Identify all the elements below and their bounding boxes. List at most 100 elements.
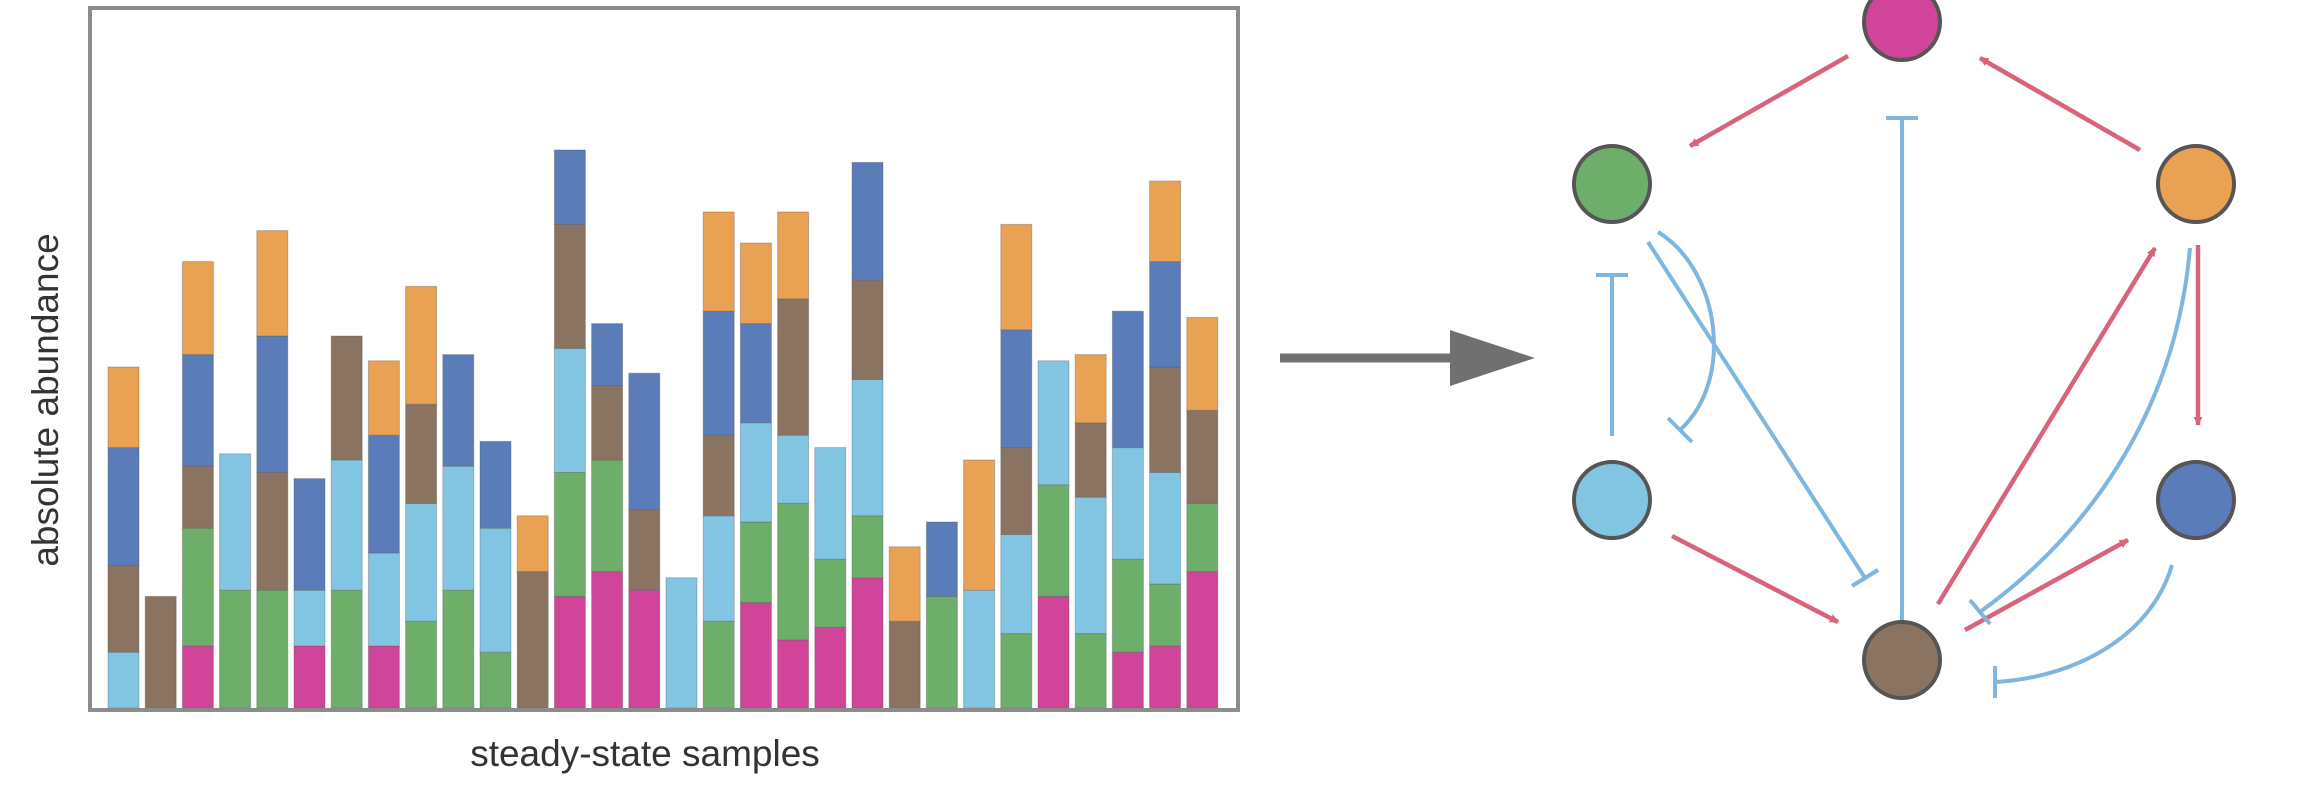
stacked-bar-16	[665, 577, 698, 709]
node-layer	[1572, 0, 2236, 700]
stacked-bar-21	[851, 161, 884, 709]
bar-10-segment-green	[442, 589, 475, 709]
bar-21-segment-blue	[851, 161, 884, 281]
bar-7-segment-brown	[330, 335, 363, 461]
bar-19-segment-light-blue	[777, 434, 810, 504]
bar-12-segment-brown	[516, 571, 549, 709]
bar-15-segment-blue	[628, 372, 661, 511]
stacked-bar-8	[367, 360, 400, 709]
node-pink	[1862, 0, 1942, 62]
bar-1-segment-light-blue	[107, 651, 140, 709]
bar-28-segment-blue	[1111, 310, 1144, 449]
stacked-bar-15	[628, 372, 661, 709]
bar-25-segment-brown	[1000, 447, 1033, 535]
stacked-bar-30	[1186, 316, 1219, 709]
edge-pink-to-green	[1688, 54, 1850, 148]
bar-19-segment-green	[777, 502, 810, 641]
edge-lightblue-to-brown	[1670, 534, 1840, 624]
x-axis-label: steady-state samples	[470, 733, 820, 774]
bar-3-segment-blue	[181, 354, 214, 467]
stacked-bar-3	[181, 261, 214, 709]
stacked-bar-12	[516, 515, 549, 709]
bar-8-segment-orange	[367, 360, 400, 436]
bar-11-segment-green	[479, 651, 512, 709]
stacked-bar-2	[144, 595, 177, 709]
node-brown	[1862, 620, 1942, 700]
bar-6-segment-blue	[293, 478, 326, 591]
bar-21-segment-pink	[851, 577, 884, 709]
bar-3-segment-green	[181, 527, 214, 647]
bar-29-segment-brown	[1149, 366, 1182, 473]
stacked-bar-9	[405, 285, 438, 709]
bar-12-segment-orange	[516, 515, 549, 573]
bar-6-segment-light-blue	[293, 589, 326, 647]
edge-layer	[1596, 54, 2203, 698]
bar-29-segment-orange	[1149, 180, 1182, 263]
edge-blue-inhibits-brown	[1993, 564, 2174, 698]
node-blue	[2156, 460, 2236, 540]
bar-25-segment-blue	[1000, 329, 1033, 449]
bar-20-segment-green	[814, 558, 847, 628]
bar-4-segment-green	[219, 589, 252, 709]
bar-2-segment-brown	[144, 595, 177, 709]
bar-1-segment-brown	[107, 564, 140, 653]
bar-3-segment-brown	[181, 465, 214, 529]
bar-1-segment-blue	[107, 447, 140, 566]
bar-16-segment-light-blue	[665, 577, 698, 709]
bar-19-segment-pink	[777, 639, 810, 709]
bar-22-segment-orange	[888, 546, 921, 622]
bar-24-segment-light-blue	[963, 589, 996, 709]
bar-5-segment-orange	[256, 230, 289, 337]
stacked-bar-29	[1149, 180, 1182, 709]
bar-17-segment-brown	[702, 434, 735, 517]
bar-25-segment-orange	[1000, 223, 1033, 331]
stacked-bar-4	[219, 453, 252, 709]
edge-brown-to-orange	[1936, 246, 2157, 606]
bar-5-segment-blue	[256, 335, 289, 473]
bar-10-segment-blue	[442, 354, 475, 467]
interaction-network	[1572, 0, 2236, 700]
bar-27-segment-brown	[1074, 422, 1107, 498]
stacked-bar-24	[963, 459, 996, 709]
bar-8-segment-blue	[367, 434, 400, 554]
bar-26-segment-light-blue	[1037, 360, 1070, 486]
node-orange	[2156, 144, 2236, 224]
bar-layer	[107, 149, 1219, 709]
bar-11-segment-blue	[479, 440, 512, 529]
bar-19-segment-brown	[777, 298, 810, 436]
stacked-bar-13	[553, 149, 586, 709]
stacked-bar-27	[1074, 354, 1107, 709]
stacked-bar-6	[293, 478, 326, 709]
stacked-bar-chart: steady-state samples absolute abundance	[25, 6, 1240, 774]
y-axis-label: absolute abundance	[25, 233, 66, 566]
bar-13-segment-green	[553, 471, 586, 597]
bar-7-segment-green	[330, 589, 363, 709]
stacked-bar-19	[777, 211, 810, 709]
bar-21-segment-green	[851, 515, 884, 579]
bar-26-segment-pink	[1037, 595, 1070, 709]
bar-27-segment-light-blue	[1074, 496, 1107, 635]
stacked-bar-22	[888, 546, 921, 709]
bar-23-segment-green	[925, 595, 958, 709]
bar-7-segment-light-blue	[330, 459, 363, 591]
bar-26-segment-green	[1037, 484, 1070, 597]
bar-8-segment-pink	[367, 645, 400, 709]
bar-18-segment-green	[739, 521, 772, 604]
bar-30-segment-green	[1186, 502, 1219, 573]
bar-21-segment-brown	[851, 279, 884, 380]
stacked-bar-11	[479, 440, 512, 709]
stacked-bar-10	[442, 354, 475, 709]
stacked-bar-14	[591, 323, 624, 709]
bar-5-segment-brown	[256, 471, 289, 591]
bar-30-segment-brown	[1186, 409, 1219, 504]
bar-29-segment-pink	[1149, 645, 1182, 709]
bar-18-segment-pink	[739, 602, 772, 709]
node-light-blue	[1572, 460, 1652, 540]
stacked-bar-20	[814, 447, 847, 709]
bar-17-segment-light-blue	[702, 515, 735, 622]
bar-4-segment-light-blue	[219, 453, 252, 591]
bar-20-segment-light-blue	[814, 447, 847, 560]
bar-17-segment-blue	[702, 310, 735, 436]
bar-6-segment-pink	[293, 645, 326, 709]
bar-30-segment-orange	[1186, 316, 1219, 411]
